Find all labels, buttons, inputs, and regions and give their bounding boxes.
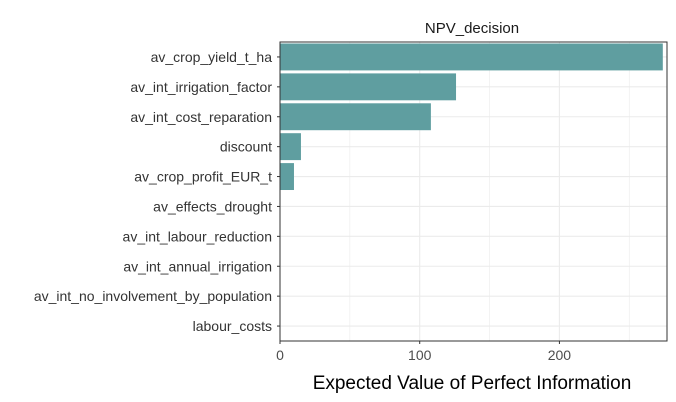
plot-panel-border xyxy=(279,41,668,342)
category-label: av_int_annual_irrigation xyxy=(123,258,272,274)
bars xyxy=(280,43,663,191)
bar-av_int_cost_reparation xyxy=(280,103,431,131)
category-label: av_effects_drought xyxy=(153,198,272,214)
x-tick-label: 100 xyxy=(408,347,432,363)
category-label: av_crop_yield_t_ha xyxy=(151,49,273,65)
category-label: av_crop_profit_EUR_t xyxy=(134,169,272,185)
x-axis-label: Expected Value of Perfect Information xyxy=(313,373,632,394)
category-label: labour_costs xyxy=(193,318,272,334)
bar-av_int_irrigation_factor xyxy=(280,73,457,101)
x-tick-label: 0 xyxy=(276,347,284,363)
chart-title: NPV_decision xyxy=(425,20,519,37)
bar-av_crop_profit_EUR_t xyxy=(280,163,294,191)
category-label: av_int_labour_reduction xyxy=(123,228,272,244)
bar-discount xyxy=(280,133,301,161)
category-labels: av_crop_yield_t_ha av_int_irrigation_fact… xyxy=(34,49,280,334)
category-label: discount xyxy=(220,139,272,155)
x-tick-label: 200 xyxy=(548,347,572,363)
category-label: av_int_irrigation_factor xyxy=(130,79,272,95)
category-label: av_int_no_involvement_by_population xyxy=(34,288,272,304)
x-axis-ticks: 0 100 200 xyxy=(276,341,571,363)
grid xyxy=(279,42,667,341)
category-label: av_int_cost_reparation xyxy=(130,109,272,125)
bar-av_crop_yield_t_ha xyxy=(280,43,663,71)
